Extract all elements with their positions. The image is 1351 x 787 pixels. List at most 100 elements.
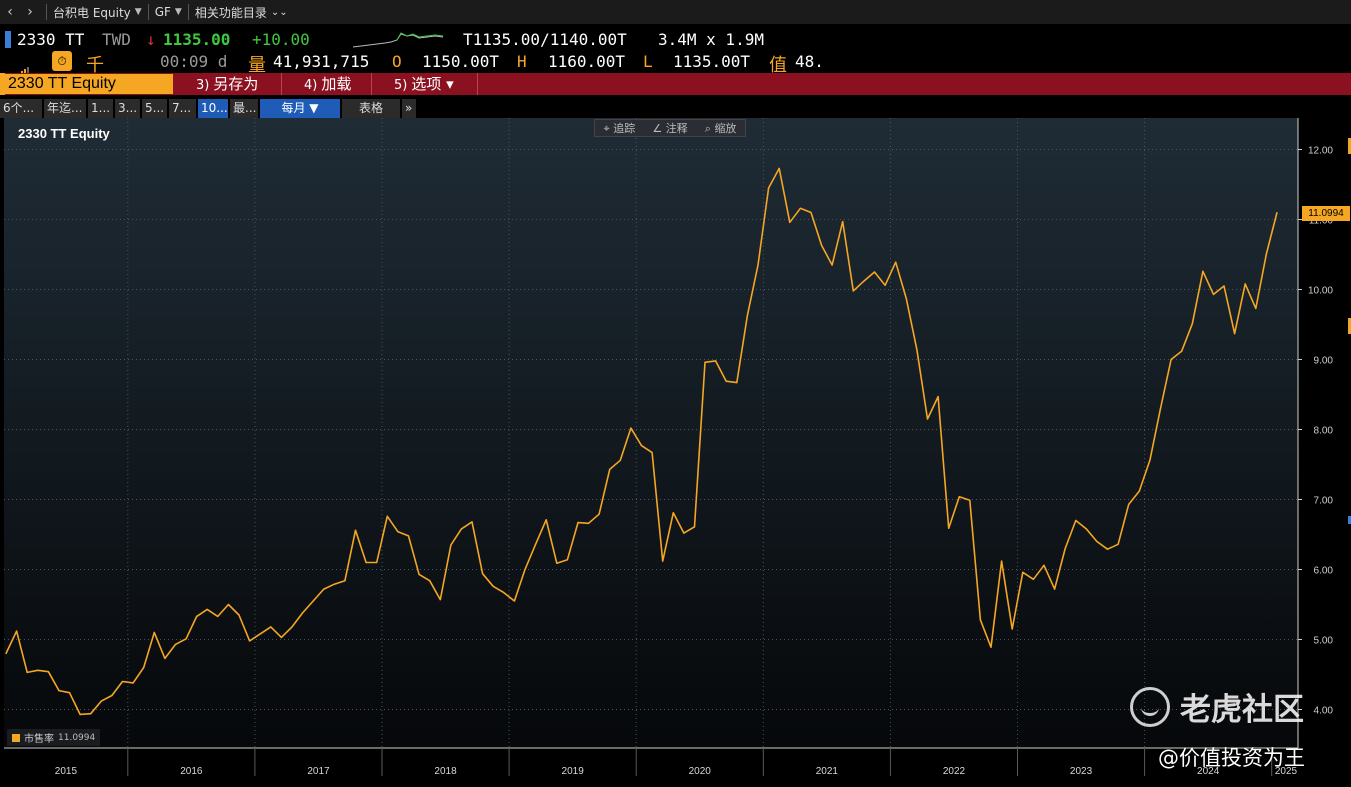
legend-value: 11.0994 bbox=[58, 732, 96, 743]
function-label: GF bbox=[154, 5, 171, 19]
data-point bbox=[26, 671, 28, 674]
y-tick-label: 12.00 bbox=[1308, 146, 1333, 157]
x-axis-panel bbox=[0, 748, 1298, 787]
data-point bbox=[852, 290, 854, 292]
data-point bbox=[768, 187, 770, 189]
legend-swatch bbox=[12, 733, 20, 742]
y-tick-label: 5.00 bbox=[1314, 636, 1334, 647]
data-point bbox=[365, 561, 367, 564]
data-point bbox=[280, 636, 282, 639]
tab-period-1y[interactable]: 1... bbox=[88, 99, 113, 118]
data-point bbox=[958, 496, 960, 498]
frequency-dropdown[interactable]: 每月 ▼ bbox=[260, 99, 340, 118]
command-bar: 2330 TT Equity 3) 另存为 4) 加载 5) 选项 ▾ bbox=[0, 73, 1351, 95]
data-point bbox=[640, 445, 643, 447]
tab-period-10y[interactable]: 10... bbox=[198, 99, 228, 118]
function-selector[interactable]: GF ▼ bbox=[155, 5, 182, 19]
chart-title: 2330 TT Equity bbox=[18, 126, 110, 141]
zoom-tool[interactable]: ⌕ 缩放 bbox=[705, 120, 737, 136]
data-point bbox=[68, 692, 71, 694]
data-point bbox=[217, 615, 219, 617]
track-tool[interactable]: ⌖ 追踪 bbox=[604, 120, 636, 136]
tab-period-max[interactable]: 最... bbox=[230, 99, 258, 118]
data-point bbox=[842, 221, 844, 223]
chevron-left-icon[interactable]: ‹ bbox=[7, 4, 13, 20]
data-point bbox=[524, 568, 526, 571]
period-tabs: 6个... 年迄... 1... 3... 5... 7... 10... 最.… bbox=[0, 99, 418, 118]
load-button[interactable]: 4) 加载 bbox=[282, 73, 372, 95]
right-edge-marker bbox=[1348, 516, 1351, 524]
x-tick-label: 2017 bbox=[307, 766, 330, 777]
options-label: 选项 ▾ bbox=[411, 75, 454, 93]
data-point bbox=[312, 600, 314, 602]
data-point bbox=[344, 580, 346, 582]
data-point bbox=[619, 459, 621, 461]
more-tabs-button[interactable]: » bbox=[402, 99, 416, 118]
data-point bbox=[587, 522, 590, 524]
data-point bbox=[513, 600, 516, 602]
data-point bbox=[1223, 285, 1225, 287]
data-point bbox=[1234, 333, 1236, 335]
quote-time: 00:09 d bbox=[160, 52, 228, 71]
data-point bbox=[1022, 571, 1024, 573]
quote-row-2: ⏱ 千 00:09 d 量 41,931,715 O 1150.00T H 11… bbox=[0, 50, 1351, 76]
data-point bbox=[386, 515, 388, 517]
data-point bbox=[354, 529, 357, 531]
related-functions-menu[interactable]: 相关功能目录 ⌄⌄ bbox=[195, 4, 288, 21]
alert-badge-icon[interactable]: ⏱ bbox=[52, 51, 72, 71]
top-nav-bar: ‹ › 台积电 Equity ▼ GF ▼ 相关功能目录 ⌄⌄ bbox=[0, 0, 1351, 24]
data-point bbox=[1191, 323, 1193, 325]
chart-area[interactable]: 2015 2016 2017 2018 2019 2020 2021 2022 2023 2024… bbox=[0, 118, 1351, 787]
security-selector[interactable]: 台积电 Equity ▼ bbox=[53, 4, 142, 21]
data-point bbox=[990, 646, 992, 648]
bid-ask-size: 3.4M x 1.9M bbox=[658, 30, 764, 49]
annotate-tool[interactable]: ∠ 注释 bbox=[652, 120, 687, 136]
legend-label: 市售率 bbox=[24, 734, 54, 745]
data-point bbox=[1011, 628, 1013, 630]
double-chevron-down-icon: ⌄⌄ bbox=[270, 6, 288, 18]
chevron-right-icon[interactable]: › bbox=[27, 4, 33, 20]
watermark-brand-text: 老虎社区 bbox=[1180, 692, 1304, 728]
data-point bbox=[1159, 407, 1162, 410]
y-tick-label: 9.00 bbox=[1314, 356, 1334, 367]
tab-period-5y[interactable]: 5... bbox=[142, 99, 167, 118]
data-point bbox=[1001, 560, 1003, 562]
intraday-sparkline bbox=[353, 32, 444, 48]
x-tick-label: 2021 bbox=[816, 766, 839, 777]
data-point bbox=[916, 349, 918, 351]
data-point bbox=[1128, 503, 1130, 505]
data-point bbox=[1265, 253, 1268, 255]
data-point bbox=[1053, 588, 1056, 590]
magnifier-icon: ⌕ bbox=[704, 122, 711, 135]
data-point bbox=[1276, 211, 1278, 214]
bid-ask: T1135.00/1140.00T bbox=[463, 30, 627, 49]
data-point bbox=[1032, 578, 1034, 580]
data-point bbox=[492, 585, 494, 587]
tab-period-7y[interactable]: 7... bbox=[169, 99, 196, 118]
options-button[interactable]: 5) 选项 ▾ bbox=[372, 73, 478, 95]
data-point bbox=[37, 669, 39, 671]
open-label: O bbox=[392, 52, 402, 71]
last-value-tag: 11.0994 bbox=[1302, 206, 1350, 221]
data-point bbox=[704, 361, 706, 363]
data-point bbox=[15, 630, 18, 632]
tab-period-6m[interactable]: 6个... bbox=[0, 99, 42, 118]
high-price: 1160.00T bbox=[548, 52, 626, 71]
data-point bbox=[185, 638, 187, 640]
tab-period-ytd[interactable]: 年迄... bbox=[44, 99, 86, 118]
data-point bbox=[47, 671, 49, 673]
save-as-label: 另存为 bbox=[213, 75, 259, 93]
traded-value: 48. bbox=[795, 52, 824, 71]
save-as-button[interactable]: 3) 另存为 bbox=[174, 73, 282, 95]
ticker-input[interactable]: 2330 TT Equity bbox=[5, 74, 173, 94]
data-point bbox=[1181, 350, 1183, 352]
data-point bbox=[1212, 293, 1215, 295]
data-point bbox=[132, 682, 134, 684]
data-point bbox=[397, 531, 399, 533]
tab-period-3y[interactable]: 3... bbox=[115, 99, 140, 118]
data-point bbox=[111, 694, 113, 697]
data-point bbox=[153, 631, 155, 634]
table-view-button[interactable]: 表格 bbox=[342, 99, 400, 118]
chart-legend[interactable]: 市售率 11.0994 bbox=[7, 729, 101, 746]
x-tick-label: 2024 bbox=[1197, 766, 1220, 777]
